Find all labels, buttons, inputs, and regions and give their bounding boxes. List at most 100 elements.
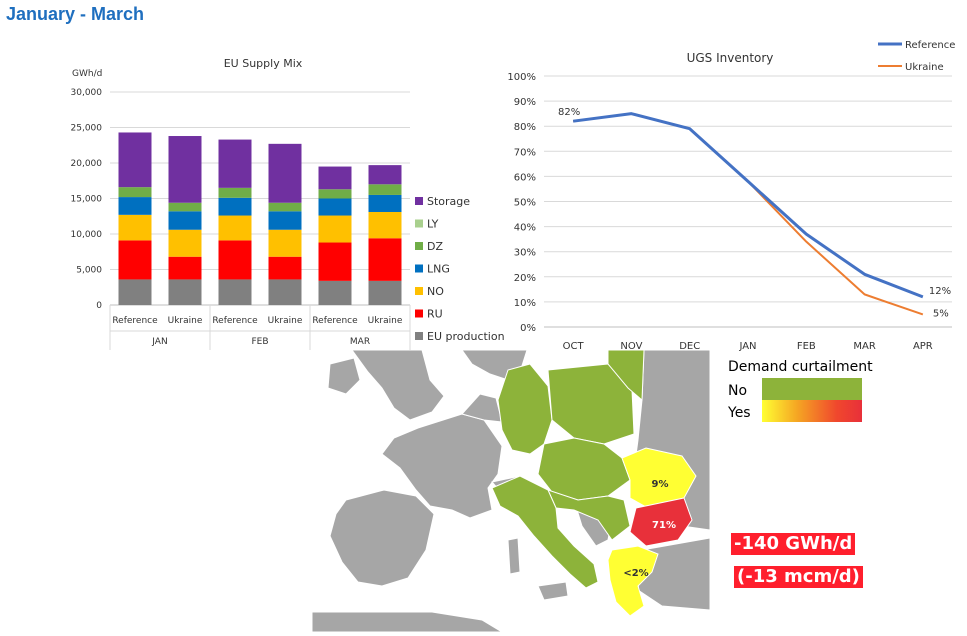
curtailment-callout-gwh: -140 GWh/d xyxy=(731,533,856,555)
ugs-x-tick: DEC xyxy=(679,341,700,352)
ugs-annotations: 82% 12% 5% xyxy=(558,107,951,319)
ugs-y-tick: 0% xyxy=(520,323,536,334)
ugs-legend-entry: Reference xyxy=(905,40,955,51)
supply-mix-legend-entry: DZ xyxy=(427,240,443,253)
supply-mix-group-label: FEB xyxy=(251,337,268,347)
supply-mix-legend: Storage LY DZ LNG NO RU EU production xyxy=(415,195,505,343)
ugs-annotation-reference-end: 12% xyxy=(929,286,951,297)
map-label-romania: 9% xyxy=(652,479,669,490)
supply-mix-x-tick: Ukraine xyxy=(268,316,303,326)
supply-mix-x-tick: Reference xyxy=(312,316,358,326)
ugs-y-tick: 100% xyxy=(507,72,536,83)
supply-mix-x-ticks: Reference Ukraine Reference Ukraine Referenc… xyxy=(109,305,411,350)
supply-mix-bar-lng xyxy=(168,211,202,230)
supply-mix-y-tick: 15,000 xyxy=(71,195,103,205)
ugs-y-ticks: 0% 10% 20% 30% 40% 50% 60% 70% 80% 90% 100% xyxy=(507,72,536,334)
curtailment-legend-title: Demand curtailment xyxy=(728,359,873,375)
ugs-y-tick: 80% xyxy=(514,122,536,133)
supply-mix-bar-no xyxy=(168,229,202,257)
supply-mix-bar-dz xyxy=(168,202,202,212)
map-land-green xyxy=(491,350,645,589)
ugs-annotation-start: 82% xyxy=(558,107,580,118)
supply-mix-bar-no xyxy=(218,215,252,241)
supply-mix-bar-no xyxy=(118,214,152,241)
supply-mix-x-tick: Ukraine xyxy=(168,316,203,326)
supply-mix-bar-no xyxy=(368,211,402,239)
supply-mix-title: EU Supply Mix xyxy=(224,57,303,70)
supply-mix-bar-eu-production xyxy=(118,279,152,305)
supply-mix-group-label: MAR xyxy=(350,337,370,347)
supply-mix-bar-storage xyxy=(118,132,152,188)
ugs-inventory-title: UGS Inventory xyxy=(687,51,774,65)
supply-mix-bar-dz xyxy=(218,187,252,198)
ugs-legend: Reference Ukraine xyxy=(878,40,955,73)
supply-mix-ylabel: GWh/d xyxy=(72,69,102,79)
supply-mix-y-tick: 0 xyxy=(96,301,102,311)
ugs-y-tick: 10% xyxy=(514,298,536,309)
curtailment-legend: Demand curtailment No Yes xyxy=(724,357,874,427)
map-label-bulgaria: 71% xyxy=(652,520,676,531)
ugs-line-reference xyxy=(572,112,924,299)
supply-mix-chart: EU Supply Mix GWh/d 0 5,000 10,000 15,000 20… xyxy=(71,57,505,350)
supply-mix-legend-swatch xyxy=(415,332,423,340)
map-label-greece: <2% xyxy=(623,568,648,579)
ugs-legend-entry: Ukraine xyxy=(905,62,944,73)
curtailment-callout-mcm: (-13 mcm/d) xyxy=(734,566,863,588)
supply-mix-legend-entry: Storage xyxy=(427,195,470,208)
ugs-y-tick: 70% xyxy=(514,147,536,158)
supply-mix-legend-swatch xyxy=(415,219,423,228)
supply-mix-bar-storage xyxy=(168,136,202,203)
supply-mix-bar-storage xyxy=(268,143,302,203)
supply-mix-bar-no xyxy=(268,229,302,257)
ugs-x-tick: NOV xyxy=(620,341,642,352)
supply-mix-bar-lng xyxy=(368,194,402,212)
ugs-x-tick: MAR xyxy=(853,341,875,352)
supply-mix-y-tick: 5,000 xyxy=(76,266,102,276)
supply-mix-legend-swatch xyxy=(415,242,423,250)
supply-mix-legend-swatch xyxy=(415,309,423,318)
map-land-red xyxy=(629,497,693,547)
supply-mix-y-tick: 20,000 xyxy=(71,159,103,169)
ugs-y-tick: 50% xyxy=(514,198,536,209)
ugs-x-tick: FEB xyxy=(797,341,816,352)
supply-mix-bar-ru xyxy=(118,240,152,280)
supply-mix-legend-swatch xyxy=(415,287,423,295)
ugs-x-tick: OCT xyxy=(563,341,585,352)
ugs-x-tick: JAN xyxy=(738,341,756,352)
supply-mix-bar-eu-production xyxy=(368,280,402,305)
supply-mix-legend-entry: RU xyxy=(427,308,443,321)
supply-mix-bar-eu-production xyxy=(168,279,202,305)
supply-mix-bar-storage xyxy=(318,166,352,190)
curtailment-yes-label: Yes xyxy=(728,405,751,421)
supply-mix-legend-swatch xyxy=(415,264,423,273)
supply-mix-bar-lng xyxy=(268,211,302,230)
ugs-y-tick: 40% xyxy=(514,223,536,234)
supply-mix-x-tick: Reference xyxy=(112,316,158,326)
supply-mix-bar-dz xyxy=(318,189,352,199)
supply-mix-gridlines xyxy=(110,91,410,306)
curtailment-yes-swatch xyxy=(762,400,862,422)
supply-mix-y-tick: 10,000 xyxy=(71,230,103,240)
supply-mix-bar-lng xyxy=(118,197,152,215)
curtailment-no-swatch xyxy=(762,378,862,400)
supply-mix-bar-ru xyxy=(268,256,302,280)
page-title: January - March xyxy=(6,4,145,24)
supply-mix-bar-eu-production xyxy=(318,280,352,305)
map-land-yellow xyxy=(607,447,697,617)
supply-mix-bar-dz xyxy=(118,187,152,198)
supply-mix-bar-dz xyxy=(268,202,302,212)
supply-mix-group-label: JAN xyxy=(151,337,167,347)
supply-mix-x-tick: Reference xyxy=(212,316,258,326)
supply-mix-bar-ru xyxy=(318,242,352,281)
supply-mix-bar-lng xyxy=(318,198,352,216)
supply-mix-y-tick: 25,000 xyxy=(71,124,103,134)
ugs-gridlines xyxy=(544,75,952,328)
ugs-x-tick: APR xyxy=(913,341,933,352)
ugs-y-tick: 20% xyxy=(514,273,536,284)
ugs-y-tick: 60% xyxy=(514,172,536,183)
ugs-series-lines xyxy=(572,112,924,316)
ugs-x-ticks: OCT NOV DEC JAN FEB MAR APR xyxy=(563,341,933,352)
ugs-inventory-chart: UGS Inventory 0% 10% 20% 30% 40% 50% 60% 70% 80%… xyxy=(507,40,955,352)
supply-mix-bar-eu-production xyxy=(218,279,252,305)
supply-mix-x-tick: Ukraine xyxy=(368,316,403,326)
